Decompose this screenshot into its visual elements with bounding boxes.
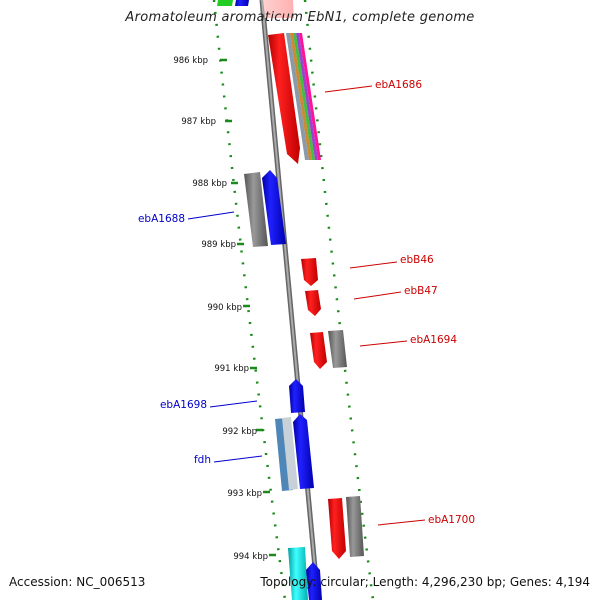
- kbp-tick-marks: [220, 58, 276, 557]
- gene-label-fdh: fdh: [194, 454, 211, 466]
- map-title: Aromatoleum aromaticum EbN1, complete ge…: [125, 10, 475, 25]
- gene-labels: ebA1686 ebA1688 ebB46 ebB47 ebA1694 ebA1…: [138, 79, 475, 526]
- outer-tick-ring: [212, 0, 375, 600]
- kbp-label: 993 kbp: [227, 489, 262, 499]
- kbp-label: 994 kbp: [233, 552, 268, 562]
- gene-label-ebA1694: ebA1694: [410, 334, 457, 346]
- kbp-label: 987 kbp: [181, 117, 216, 127]
- gene-label-ebA1700: ebA1700: [428, 514, 475, 526]
- kbp-tick-labels: 986 kbp 987 kbp 988 kbp 989 kbp 990 kbp …: [173, 56, 268, 562]
- topology-label: Topology: circular; Length: 4,296,230 bp…: [260, 575, 590, 589]
- gene-label-ebB47: ebB47: [404, 285, 438, 297]
- kbp-label: 992 kbp: [222, 427, 257, 437]
- gene-label-ebA1698: ebA1698: [160, 399, 207, 411]
- gene-bottom-partial: [288, 547, 322, 600]
- kbp-label: 991 kbp: [214, 364, 249, 374]
- kbp-label: 990 kbp: [207, 303, 242, 313]
- gene-ebB46: [301, 258, 318, 286]
- gene-ebA1700: [328, 496, 364, 559]
- accession-label: Accession: NC_006513: [9, 575, 146, 589]
- gene-label-ebA1688: ebA1688: [138, 213, 185, 225]
- label-leader-lines: [187, 85, 426, 526]
- kbp-label: 986 kbp: [173, 56, 208, 66]
- gene-ebA1698: [289, 379, 305, 413]
- gene-top-partial: [217, 0, 294, 18]
- gene-label-ebB46: ebB46: [400, 254, 434, 266]
- genome-backbone: [259, 0, 321, 600]
- kbp-label: 989 kbp: [201, 240, 236, 250]
- gene-ebA1686: [268, 33, 321, 164]
- gene-ebA1694: [310, 330, 347, 369]
- gene-ebA1688: [244, 170, 286, 247]
- gene-label-ebA1686: ebA1686: [375, 79, 422, 91]
- gene-fdh: [275, 414, 314, 491]
- gene-ebB47: [305, 290, 321, 316]
- kbp-label: 988 kbp: [192, 179, 227, 189]
